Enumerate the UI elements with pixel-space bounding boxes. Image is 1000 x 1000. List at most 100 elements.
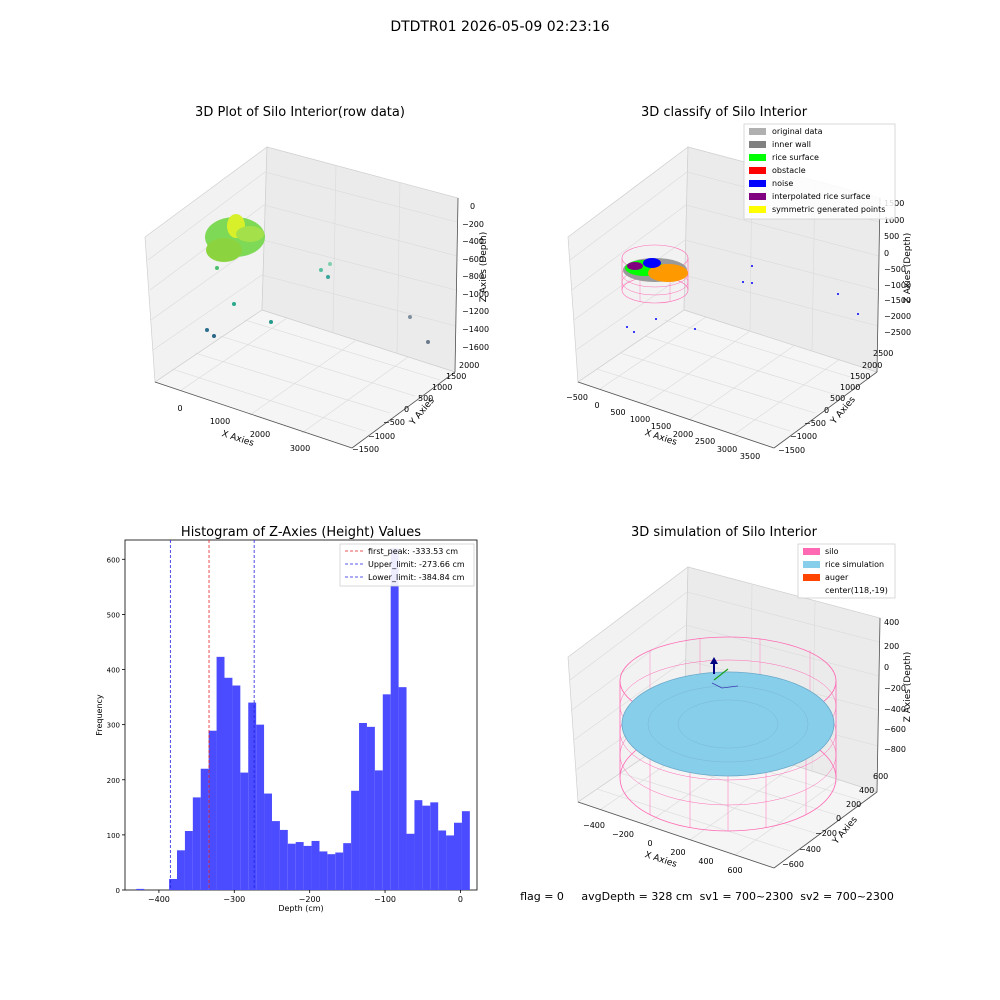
raw-point [319,268,323,272]
panel-simulation-3d: 3D simulation of Silo Interior [520,525,913,903]
classify-noise-point [857,313,859,315]
raw-point [408,315,412,319]
raw-z-tick-labels: 0 −200 −400 −600 −800 −1000 −1200 −1400 … [462,202,489,352]
panel-classify-3d: 3D classify of Silo Interior −500 0 [566,105,913,461]
classify-x-tick: 500 [610,408,625,417]
histogram-bar-22 [335,852,344,890]
histogram-bar-25 [359,722,367,890]
classify-noise-point [742,281,744,283]
sim-x-tick: −400 [583,821,605,830]
histogram-y-label: Frequency [95,694,104,736]
histogram-bar-23 [343,843,352,890]
raw-point-cloud [205,214,430,344]
histogram-bar-32 [414,800,423,890]
sim-x-tick: 0 [647,839,652,848]
classify-z-tick: −500 [884,265,906,274]
y-tick-label: 300 [107,722,120,730]
panel-sim-title: 3D simulation of Silo Interior [631,525,818,540]
y-tick-label: 400 [107,667,120,675]
legend-label-1: Upper_limit: -273.66 cm [368,560,465,569]
histogram-legend: first_peak: -333.53 cm Upper_limit: -273.… [339,543,475,587]
raw-z-tick: −800 [462,272,484,281]
raw-y-tick: 500 [418,394,433,403]
histogram-bar-4 [192,797,201,890]
raw-point [232,302,236,306]
histogram-bar-12 [256,724,265,890]
classify-point-cloud [623,258,859,333]
sim-y-tick: 600 [873,772,888,781]
legend-label: rice simulation [825,560,884,569]
classify-y-tick: −1500 [778,446,805,455]
classify-noise-point [837,293,839,295]
histogram-x-ticks: −400 −300 −200 −100 0 [148,890,463,904]
histogram-bar-8 [224,677,233,890]
histogram-bar-17 [295,842,304,890]
classify-x-tick: 2500 [695,437,715,446]
raw-point [269,320,273,324]
classify-interp-surface [648,264,688,282]
raw-y-tick: −1000 [368,432,395,441]
classify-y-tick: −1000 [790,432,817,441]
legend-label: obstacle [772,166,806,175]
histogram-bars [136,548,470,890]
classify-noise-cluster [643,258,661,268]
sim-z-tick: −800 [884,745,906,754]
classify-z-tick: −1000 [884,281,911,290]
histogram-bar-11 [248,702,257,890]
raw-point [326,275,330,279]
classify-noise-point [751,265,753,267]
legend-label: noise [772,179,793,188]
histogram-bar-30 [398,687,407,890]
legend-swatch-inner-wall [749,141,766,148]
classify-z-tick: −2000 [884,312,911,321]
classify-x-tick: 1000 [630,415,650,424]
histogram-bar-35 [438,830,447,890]
status-line: flag = 0 avgDepth = 328 cm sv1 = 700~230… [520,890,894,903]
histogram-bar-29 [390,548,399,890]
raw-point [212,334,216,338]
histogram-bar-2 [177,850,185,890]
classify-z-tick: −2500 [884,328,911,337]
histogram-bar-18 [303,845,312,890]
raw-z-tick: −1000 [462,290,489,299]
classify-interp-rice [627,262,643,270]
histogram-bar-0 [136,888,145,890]
sim-z-tick: −200 [884,684,906,693]
legend-swatch-interp [749,193,766,200]
legend-swatch-rice-surface [749,154,766,161]
histogram-reference-lines [169,540,255,890]
raw-x-tick: 3000 [290,444,310,453]
panel-histogram: Histogram of Z-Axies (Height) Values −40… [95,525,478,913]
classify-x-tick: −500 [566,393,588,402]
classify-y-tick: 2000 [862,361,882,370]
classify-noise-point [626,326,628,328]
raw-x-tick: 2000 [250,430,270,439]
raw-cluster [236,226,264,242]
y-tick-label: 200 [107,777,120,785]
raw-z-tick: −600 [462,255,484,264]
raw-y-tick: 1000 [432,383,452,392]
classify-z-tick: 1000 [884,216,904,225]
legend-label: auger [825,573,849,582]
y-tick-label: 500 [107,611,120,619]
sim-y-tick: 0 [836,814,841,823]
classify-z-label: Z Axies (Depth) [903,233,913,304]
raw-z-tick: −1200 [462,307,489,316]
histogram-bar-19 [311,840,320,890]
classify-z-tick: 0 [884,249,889,258]
sim-z-tick-labels: 400 200 0 −200 −400 −600 −800 [884,618,906,754]
histogram-bar-20 [319,851,328,890]
sim-y-tick: −600 [782,860,804,869]
sim-auger [710,657,739,689]
raw-z-tick: −200 [462,220,484,229]
classify-x-tick: 3000 [717,445,737,454]
raw-y-tick: 0 [404,405,409,414]
histogram-bar-13 [264,793,272,890]
legend-label: rice surface [772,153,819,162]
sim-y-tick: 400 [859,786,874,795]
legend-label: symmetric generated points [772,205,885,214]
legend-swatch-silo [803,548,820,555]
x-tick-label: 0 [458,895,463,904]
histogram-y-ticks: 0 100 200 300 400 500 600 [107,556,125,895]
sim-x-tick: −200 [612,830,634,839]
